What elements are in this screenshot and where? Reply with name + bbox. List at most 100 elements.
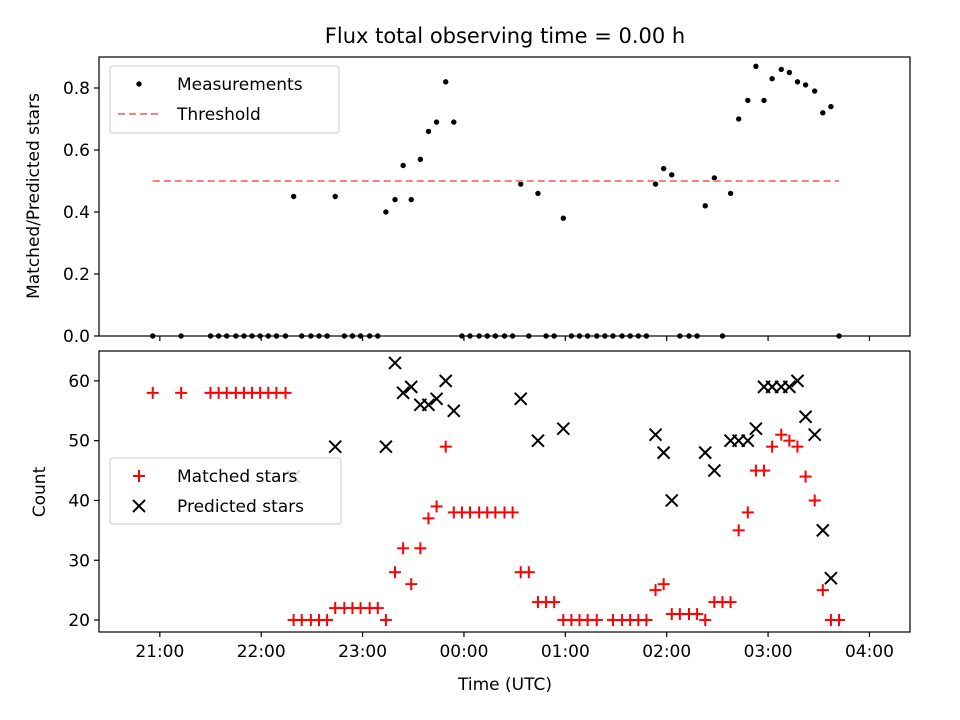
predicted-stars-point-10 (447, 404, 461, 418)
x-tick-label-0: 21:00 (135, 642, 184, 662)
predicted-stars-point-3 (388, 356, 402, 370)
predicted-stars-point-28 (798, 410, 813, 424)
predicted-stars-point-17 (698, 445, 712, 460)
measurements-point-27 (417, 156, 424, 162)
top-y-tick-label-2: 0.4 (63, 203, 90, 223)
predicted-stars-point-11 (514, 392, 528, 406)
top-panel: 0.00.20.40.60.8 Matched/Predicted stars … (24, 56, 911, 347)
matched-stars-point-23 (379, 614, 392, 627)
matched-stars-point-53 (640, 614, 653, 627)
bottom-y-tick-label-2: 40 (68, 491, 90, 511)
x-tick-label-3: 00:00 (439, 642, 488, 662)
top-legend: Measurements Threshold (109, 65, 340, 134)
top-y-tick-label-1: 0.2 (63, 265, 90, 285)
bottom-y-tick-label-4: 60 (68, 372, 90, 392)
matched-stars-point-72 (799, 470, 812, 483)
matched-stars-point-30 (439, 440, 452, 453)
measurements-point-67 (753, 63, 759, 69)
predicted-stars-point-26 (782, 380, 797, 394)
top-legend-box (109, 65, 340, 134)
measurements-point-61 (702, 203, 708, 209)
matched-stars-point-55 (657, 578, 670, 591)
legend-threshold-label: Threshold (176, 105, 261, 125)
measurements-point-70 (778, 66, 784, 73)
matched-stars-point-43 (548, 596, 561, 609)
matched-stars-point-59 (691, 608, 704, 621)
x-axis-label: Time (UTC) (457, 675, 552, 695)
measurements-point-57 (669, 172, 675, 178)
predicted-stars-point-7 (421, 398, 436, 412)
measurements-point-23 (383, 209, 389, 215)
legend-matched-marker (133, 470, 145, 482)
measurements-point-55 (652, 181, 659, 187)
measurements-point-30 (443, 79, 449, 85)
predicted-stars-point-16 (665, 493, 679, 508)
predicted-stars-point-30 (816, 523, 830, 538)
legend-predicted-label: Predicted stars (177, 497, 304, 517)
predicted-stars-point-29 (808, 427, 822, 442)
matched-stars-point-65 (741, 506, 754, 519)
predicted-stars-point-14 (648, 427, 663, 442)
measurements-point-17 (332, 193, 338, 200)
legend-measurements-marker (136, 81, 142, 87)
bottom-y-axis-label: Count (30, 466, 50, 517)
measurements-point-71 (786, 69, 793, 76)
bottom-x-ticks: 21:00 22:00 23:00 00:00 01:00 02:00 03:00 04:00 (135, 632, 894, 662)
predicted-stars-point-13 (556, 422, 571, 436)
predicted-stars-point-5 (404, 380, 418, 394)
measurements-point-64 (727, 190, 734, 197)
top-y-axis-label: Matched/Predicted stars (24, 93, 44, 299)
measurements-point-74 (812, 88, 818, 94)
matched-stars-point-69 (775, 428, 788, 441)
predicted-stars-point-2 (379, 439, 393, 454)
bottom-y-tick-label-3: 50 (68, 432, 90, 452)
x-tick-label-7: 04:00 (845, 642, 894, 662)
measurements-point-73 (802, 82, 809, 88)
measurements-point-24 (392, 196, 398, 203)
matched-stars-point-76 (833, 614, 846, 627)
matched-stars-point-64 (732, 524, 745, 537)
x-tick-label-1: 22:00 (237, 642, 286, 662)
x-tick-label-6: 03:00 (744, 642, 793, 662)
measurements-point-12 (290, 193, 297, 200)
top-y-ticks: 0.0 0.2 0.4 0.6 0.8 (63, 79, 99, 347)
measurements-point-31 (451, 119, 457, 125)
matched-stars-point-63 (724, 596, 737, 609)
bottom-panel: 21:00 22:00 23:00 00:00 01:00 02:00 03:00 04:00… (30, 350, 911, 695)
bottom-axes-frame (98, 350, 911, 633)
matched-stars-point-68 (766, 440, 779, 453)
measurements-point-62 (711, 175, 718, 181)
top-plot-area (150, 63, 842, 339)
bottom-y-tick-label-1: 30 (68, 551, 90, 571)
legend-measurements-label: Measurements (177, 75, 303, 95)
legend-matched-label: Matched stars (177, 467, 297, 487)
measurements-point-66 (745, 97, 751, 104)
bottom-legend: Matched stars Predicted stars (109, 457, 342, 525)
predicted-stars-point-1 (328, 439, 342, 454)
matched-stars-point-74 (816, 584, 829, 597)
matched-stars-point-70 (783, 434, 796, 447)
matched-stars-point-28 (422, 512, 435, 525)
chart-title: Flux total observing time = 0.00 h (325, 24, 685, 48)
matched-stars-point-38 (506, 506, 519, 519)
measurements-point-44 (560, 215, 566, 221)
predicted-stars-point-15 (656, 445, 671, 460)
matched-stars-point-22 (371, 602, 384, 615)
matched-stars-point-1 (175, 386, 188, 399)
predicted-stars-point-4 (396, 386, 410, 400)
x-tick-label-4: 01:00 (541, 642, 590, 662)
measurements-point-29 (433, 119, 440, 125)
predicted-stars-point-22 (749, 422, 763, 436)
measurements-point-76 (828, 103, 834, 110)
top-axes-frame (98, 56, 911, 337)
measurements-point-68 (761, 97, 767, 104)
matched-stars-point-67 (758, 464, 771, 477)
matched-stars-point-25 (397, 542, 410, 555)
predicted-stars-point-12 (531, 433, 545, 448)
matched-stars-point-11 (279, 386, 292, 399)
top-x-ticks (159, 336, 871, 341)
matched-stars-point-29 (430, 500, 443, 513)
matched-stars-point-54 (649, 584, 662, 597)
bottom-y-tick-label-0: 20 (68, 611, 90, 631)
